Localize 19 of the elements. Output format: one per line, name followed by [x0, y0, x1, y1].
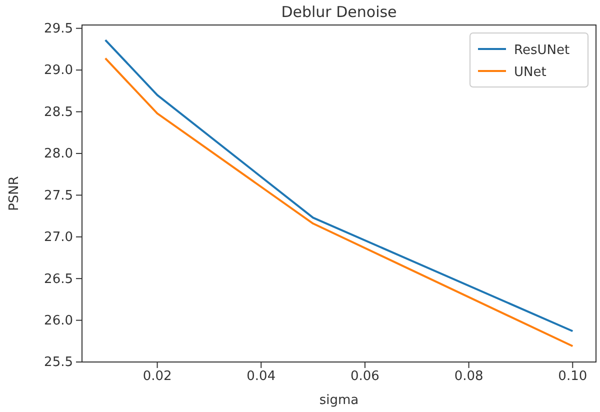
y-tick-label: 26.5: [44, 272, 73, 287]
x-axis-title: sigma: [319, 393, 359, 408]
y-tick-label: 27.0: [44, 230, 73, 246]
x-tick-label: 0.04: [246, 369, 276, 384]
x-tick-label: 0.02: [142, 369, 172, 384]
y-axis-title: PSNR: [7, 176, 22, 211]
y-tick-label: 29.5: [44, 21, 73, 36]
y-tick-label: 26.0: [44, 313, 73, 328]
x-tick-label: 0.06: [350, 369, 380, 384]
legend-label: UNet: [514, 65, 546, 80]
x-tick-label: 0.10: [558, 369, 588, 384]
y-tick-label: 29.0: [44, 63, 73, 78]
chart-title: Deblur Denoise: [281, 3, 397, 21]
y-tick-label: 28.5: [44, 104, 73, 120]
y-tick-label: 28.0: [44, 146, 73, 162]
legend-label: ResUNet: [514, 43, 570, 58]
y-tick-label: 25.5: [44, 355, 73, 370]
y-tick-label: 27.5: [44, 188, 73, 204]
x-tick-label: 0.08: [454, 369, 484, 384]
